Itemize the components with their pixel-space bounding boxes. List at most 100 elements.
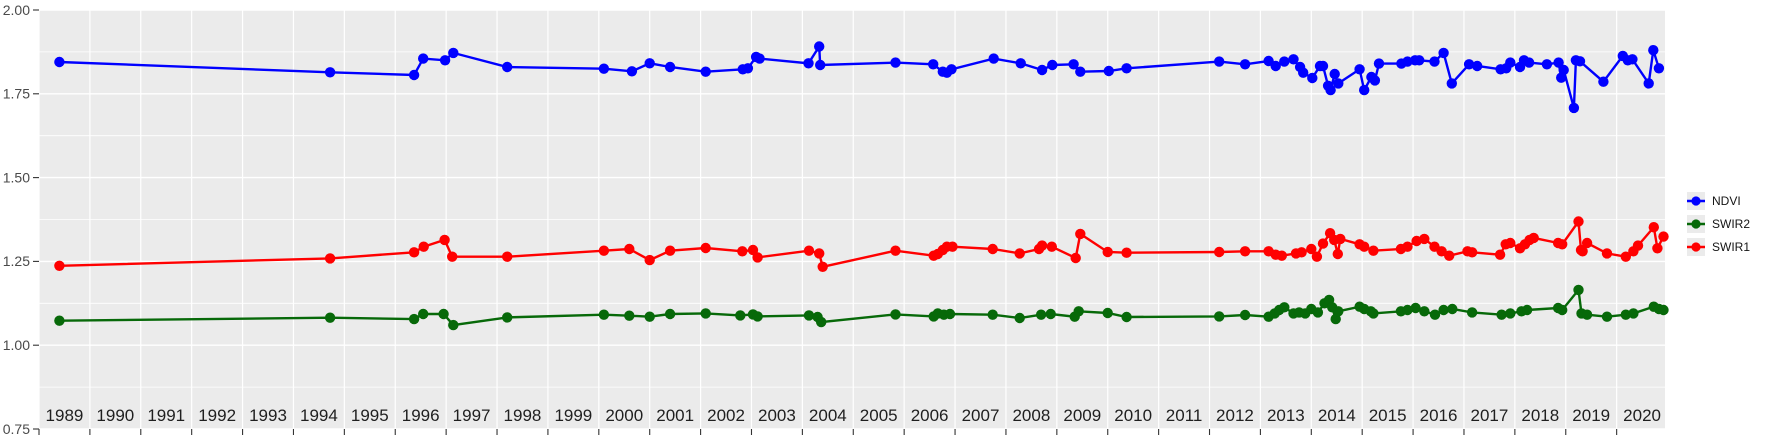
data-point — [1035, 309, 1047, 320]
data-point — [752, 252, 763, 263]
svg-text:1999: 1999 — [554, 406, 592, 425]
data-point — [1102, 246, 1113, 258]
data-point — [447, 251, 458, 262]
legend-item-swir1: SWIR1 — [1687, 238, 1750, 256]
svg-text:2014: 2014 — [1318, 406, 1356, 425]
data-point — [1436, 246, 1447, 257]
data-point — [1335, 233, 1346, 245]
data-point — [817, 261, 828, 272]
svg-text:1991: 1991 — [147, 406, 185, 425]
data-point — [448, 319, 459, 331]
data-point — [1505, 57, 1516, 68]
svg-text:2000: 2000 — [605, 406, 643, 425]
data-point — [598, 245, 610, 256]
svg-text:2002: 2002 — [707, 406, 745, 425]
data-point — [1521, 304, 1533, 316]
data-point — [1333, 78, 1344, 89]
data-point — [1317, 60, 1329, 72]
legend-key-ndvi — [1687, 192, 1705, 210]
data-point — [1601, 248, 1613, 259]
legend-point — [1691, 196, 1701, 206]
legend-point — [1691, 242, 1701, 252]
data-point — [1298, 67, 1309, 78]
data-point — [1628, 308, 1639, 319]
y-axis-labels: 0.75 1.00 1.25 1.50 1.75 2.00 — [3, 2, 30, 437]
data-point — [644, 311, 655, 322]
data-point — [754, 53, 765, 64]
svg-text:1994: 1994 — [300, 406, 338, 425]
svg-text:1.75: 1.75 — [3, 86, 30, 102]
data-point — [1505, 237, 1516, 249]
data-point — [1573, 216, 1584, 227]
data-point — [1068, 59, 1079, 70]
data-point — [1239, 59, 1251, 70]
svg-text:1989: 1989 — [46, 406, 84, 425]
point-line-symbol-icon — [1687, 219, 1705, 229]
data-point — [1279, 56, 1290, 67]
data-point — [816, 316, 827, 328]
data-point — [54, 56, 65, 68]
data-point — [1438, 304, 1449, 316]
data-point — [1047, 59, 1058, 71]
legend-label-swir1: SWIR1 — [1712, 240, 1751, 254]
data-point — [737, 246, 748, 257]
svg-text:2013: 2013 — [1267, 406, 1305, 425]
data-point — [1577, 246, 1588, 257]
data-point — [418, 308, 429, 320]
svg-text:0.75: 0.75 — [3, 421, 30, 437]
data-point — [815, 59, 826, 71]
data-point — [1557, 239, 1568, 250]
data-point — [1541, 59, 1553, 70]
data-point — [1410, 302, 1421, 314]
data-point — [54, 315, 65, 326]
data-point — [803, 245, 815, 256]
data-point — [742, 63, 754, 74]
data-point — [700, 242, 711, 254]
data-point — [1359, 241, 1370, 252]
data-point — [1369, 75, 1381, 86]
x-axis-labels: 1989 1990 1991 1992 1993 1994 1995 1996 1997 1998… — [46, 406, 1661, 425]
data-point — [1494, 249, 1506, 260]
svg-text:2003: 2003 — [758, 406, 796, 425]
data-point — [946, 64, 957, 75]
svg-text:2.00: 2.00 — [3, 2, 30, 18]
data-point — [1075, 66, 1086, 77]
svg-text:2019: 2019 — [1572, 406, 1610, 425]
data-point — [987, 243, 998, 255]
data-point — [439, 234, 450, 246]
series-swir1 — [54, 216, 1669, 272]
data-point — [1402, 241, 1413, 252]
data-point — [1103, 65, 1115, 77]
data-point — [1466, 247, 1478, 258]
data-point — [1601, 311, 1613, 322]
data-point — [644, 254, 655, 266]
data-point — [1239, 246, 1251, 257]
data-point — [1620, 251, 1632, 262]
data-point — [928, 59, 939, 70]
data-point — [1558, 64, 1569, 76]
data-point — [1553, 57, 1564, 68]
svg-text:2004: 2004 — [809, 406, 847, 425]
svg-text:1.25: 1.25 — [3, 253, 30, 269]
data-point — [626, 66, 638, 77]
data-point — [890, 57, 901, 68]
data-point — [1239, 309, 1251, 321]
svg-text:1.50: 1.50 — [3, 169, 30, 185]
data-point — [1014, 312, 1025, 324]
data-point — [1332, 248, 1344, 260]
svg-text:2018: 2018 — [1521, 406, 1559, 425]
data-point — [1015, 58, 1026, 69]
data-point — [1632, 240, 1644, 251]
data-point — [1581, 309, 1593, 320]
data-point — [1505, 308, 1516, 319]
data-point — [1317, 238, 1329, 249]
svg-text:2015: 2015 — [1369, 406, 1407, 425]
data-point — [418, 241, 429, 252]
data-point — [1121, 63, 1132, 74]
data-point — [1466, 307, 1478, 318]
data-point — [1075, 228, 1086, 240]
svg-text:1992: 1992 — [198, 406, 236, 425]
data-point — [624, 243, 635, 255]
data-point — [803, 58, 814, 69]
data-point — [1121, 311, 1132, 323]
